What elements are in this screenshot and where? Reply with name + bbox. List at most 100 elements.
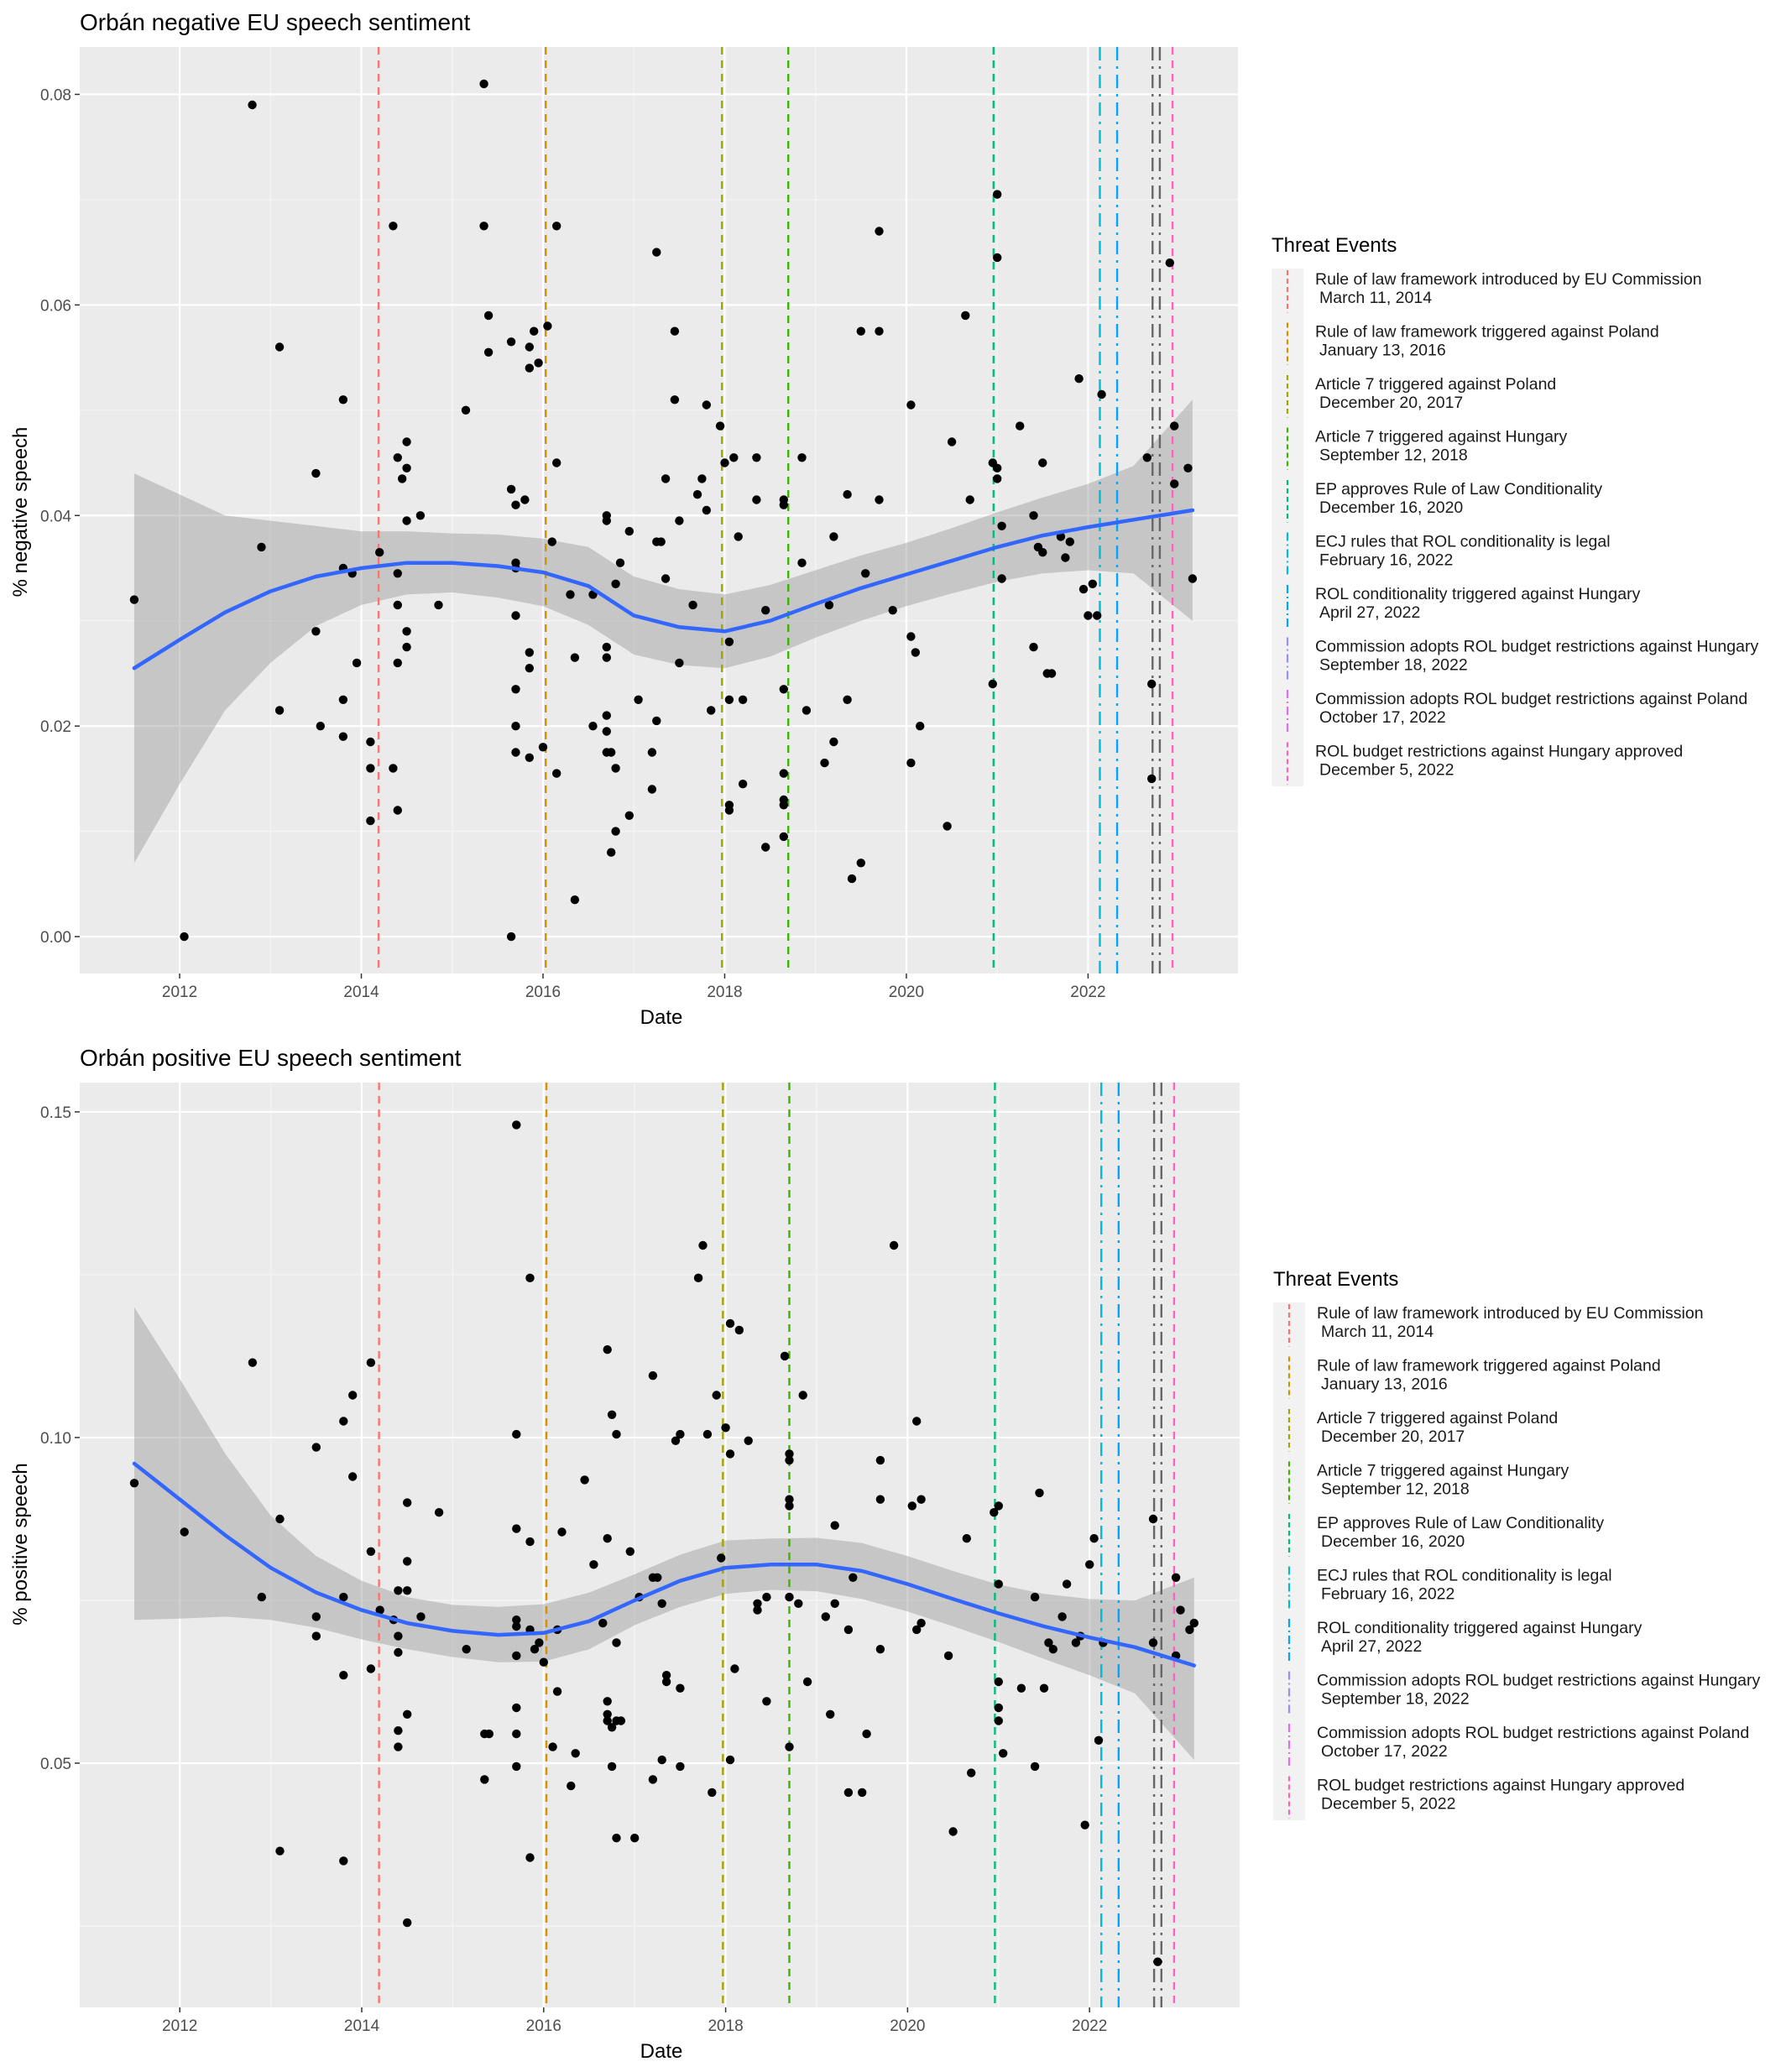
data-point [829,737,838,747]
data-point [1030,1592,1040,1602]
data-point [829,532,838,541]
data-point [552,222,561,231]
data-point [1148,1514,1158,1524]
data-point [994,1501,1004,1511]
data-point [888,606,897,615]
data-point [1170,479,1179,488]
data-point [512,1429,521,1439]
x-tick-label: 2022 [1072,2017,1107,2035]
data-point [311,468,321,478]
smooth-trend-line [132,1461,1197,1668]
data-point [734,532,743,541]
data-point [180,1527,189,1537]
data-point [607,1723,617,1732]
plot-panel [80,1083,1240,2007]
data-point [311,1443,321,1452]
data-point [724,695,734,704]
data-point [389,764,398,773]
data-point [338,695,348,704]
data-point [525,1273,535,1283]
data-point [1080,1820,1089,1829]
data-point [1071,1638,1081,1647]
data-point [785,1742,794,1751]
data-point [403,1498,412,1507]
y-tick-label: 0.06 [40,297,71,315]
data-point [570,653,580,662]
data-point [802,706,812,715]
data-point [1078,584,1089,594]
data-point [589,1560,598,1569]
data-point [965,495,974,504]
data-point [338,732,348,741]
data-point [588,722,598,731]
data-point [1188,574,1198,583]
data-point [525,363,534,373]
data-point [625,1547,634,1557]
data-point [647,785,657,794]
data-point [994,1716,1004,1725]
data-point [912,1625,922,1635]
data-point [661,1671,671,1680]
data-point [366,816,375,826]
data-point [1048,1645,1058,1654]
data-point [779,769,788,778]
data-point [993,474,1002,483]
data-point [707,706,716,715]
data-point [603,1709,612,1719]
data-point [366,1358,376,1367]
legend-label: Commission adopts ROL budget restriction… [1317,1672,1760,1690]
data-point [1030,1761,1040,1772]
data-point [557,1527,567,1537]
data-point [512,1120,521,1130]
smooth-trend-line [132,508,1195,671]
data-point [702,505,711,515]
data-point [675,516,684,525]
data-point [843,1625,854,1635]
data-point [861,569,870,578]
data-point [889,1240,899,1250]
data-point [648,1371,658,1380]
data-point [483,311,494,321]
data-point [1183,463,1193,472]
legend-label: Commission adopts ROL budget restriction… [1317,1724,1749,1742]
y-tick-label: 0.02 [40,718,71,736]
y-tick-label: 0.08 [40,86,71,104]
data-point [657,1755,666,1765]
data-point [534,358,543,368]
legend-date: April 27, 2022 [1321,1637,1422,1656]
data-point [785,1592,794,1602]
data-point [1047,669,1057,678]
data-point [624,526,634,536]
data-point [375,1605,384,1615]
data-point [785,1501,794,1511]
data-point [394,1647,403,1657]
data-point [512,1615,521,1625]
data-point [512,1524,521,1533]
data-point [725,1449,735,1459]
data-point [753,1605,762,1615]
legend-label: ROL budget restrictions against Hungary … [1317,1777,1684,1795]
data-point [875,227,884,236]
data-point [611,827,620,836]
legend-label: Rule of law framework triggered against … [1315,323,1659,342]
data-point [415,511,426,520]
x-axis-label: Date [640,2040,683,2063]
data-point [511,611,520,620]
data-point [129,595,139,604]
data-point [311,1612,321,1621]
legend-label: ECJ rules that ROL conditionality is leg… [1315,533,1611,551]
data-point [570,895,580,905]
data-point [993,463,1002,472]
data-point [708,1788,717,1798]
data-point [393,569,402,578]
data-point [389,222,398,231]
data-point [794,1599,803,1609]
data-point [1016,421,1025,431]
data-point [462,1645,471,1654]
x-tick-label: 2016 [526,2017,561,2035]
data-point [916,1495,926,1504]
data-point [1039,1683,1049,1693]
data-point [1085,1560,1094,1569]
data-point [652,248,661,257]
